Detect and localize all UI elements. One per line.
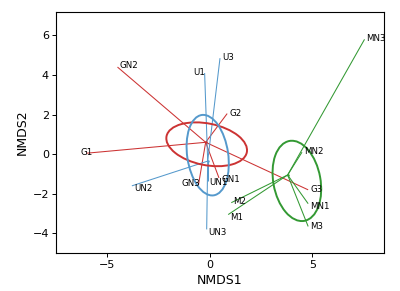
- X-axis label: NMDS1: NMDS1: [197, 274, 243, 287]
- Text: GN1: GN1: [221, 175, 240, 184]
- Text: G3: G3: [310, 185, 322, 194]
- Text: M2: M2: [233, 197, 246, 206]
- Text: MN1: MN1: [310, 202, 330, 211]
- Text: UN1: UN1: [210, 178, 228, 187]
- Text: GN2: GN2: [119, 61, 138, 70]
- Text: MN3: MN3: [366, 34, 386, 43]
- Text: M1: M1: [230, 213, 243, 222]
- Text: MN2: MN2: [304, 147, 324, 156]
- Text: U1: U1: [193, 68, 205, 77]
- Text: GN3: GN3: [181, 179, 200, 188]
- Y-axis label: NMDS2: NMDS2: [15, 110, 28, 155]
- Text: UN2: UN2: [134, 184, 152, 193]
- Text: UN3: UN3: [209, 228, 227, 237]
- Text: G1: G1: [80, 148, 93, 157]
- Text: U3: U3: [222, 53, 234, 62]
- Text: G2: G2: [229, 109, 242, 118]
- Text: M3: M3: [310, 222, 323, 231]
